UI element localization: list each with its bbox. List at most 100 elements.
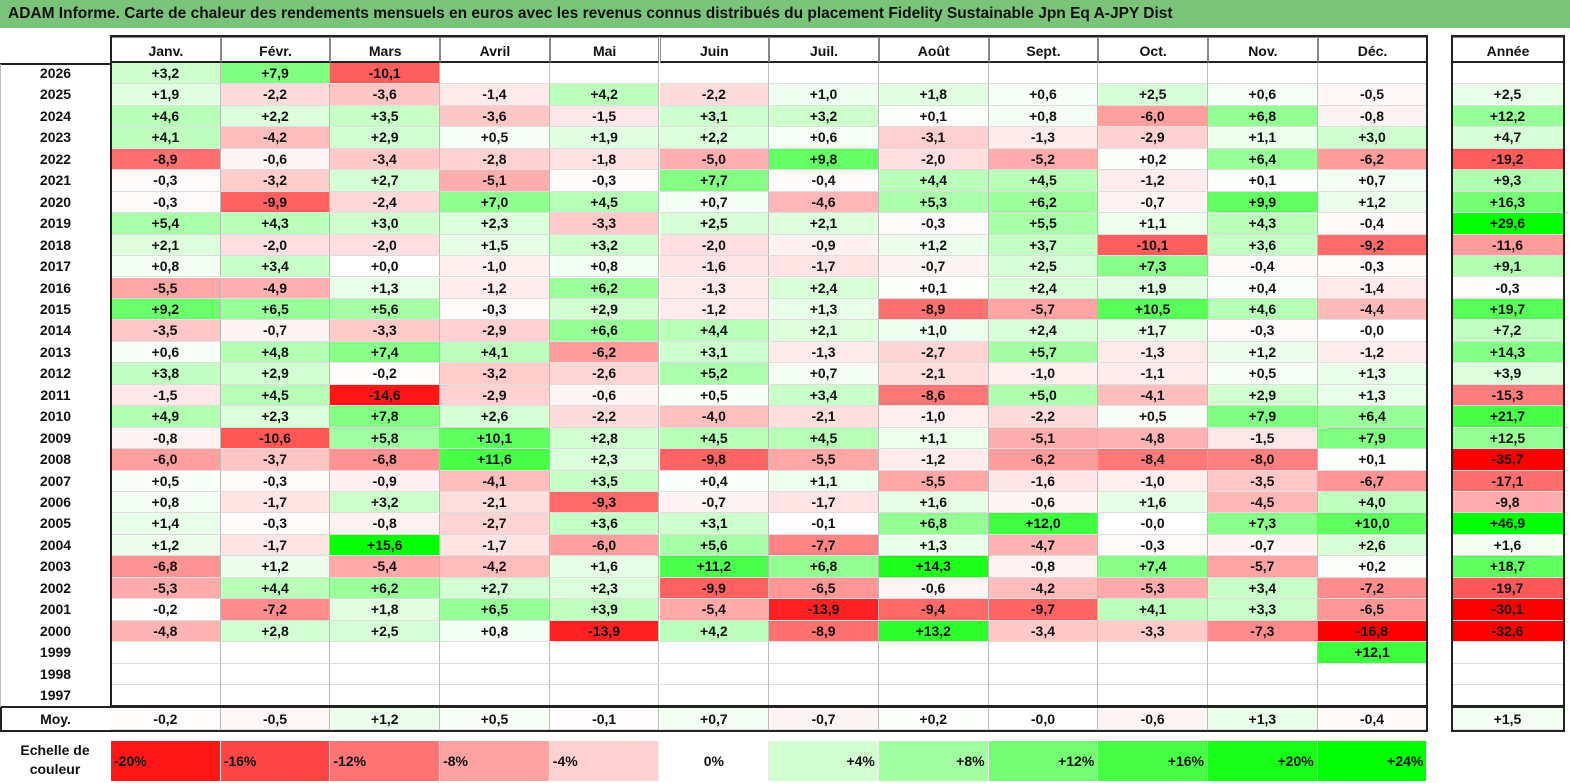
heatmap-cell: +3,0 [330,213,441,235]
heatmap-cell: +4,1 [1098,599,1208,621]
month-header: Juil. [769,37,879,63]
heatmap-cell: -10,1 [1098,234,1208,257]
heatmap-cell: -2,2 [988,406,1099,428]
annual-cell: -15,3 [1452,384,1564,407]
heatmap-cell: -13,9 [769,599,879,621]
heatmap-cell: -5,3 [111,577,221,600]
heatmap-cell: -0,0 [1317,320,1428,342]
average-cell: -0,7 [769,708,879,730]
heatmap-cell: -3,6 [330,84,441,106]
heatmap-cell: -2,0 [878,148,989,171]
heatmap-cell: +3,5 [330,105,441,128]
heatmap-cell: -2,2 [549,406,660,428]
heatmap-cell: -6,8 [111,556,221,578]
annual-cell: +9,1 [1452,256,1564,278]
year-label: 2026 [39,65,72,81]
year-label: 2016 [39,279,72,296]
heatmap-cell: +1,1 [1098,213,1208,235]
heatmap-cell: +12,0 [988,513,1099,535]
month-header: Avril [440,37,550,63]
heatmap-cell: -4,2 [988,577,1099,600]
heatmap-cell: -3,3 [330,320,441,342]
heatmap-cell: -2,7 [878,341,989,364]
heatmap-cell [549,663,660,686]
annual-cell: +7,2 [1452,320,1564,342]
heatmap-cell: -5,7 [1208,556,1318,578]
heatmap-cell: +2,8 [549,427,660,450]
heatmap-cell: -0,3 [111,191,221,214]
heatmap-cell: +4,9 [111,406,221,428]
heatmap-cell: -0,3 [1098,534,1208,557]
heatmap-cell: -8,4 [1098,449,1208,471]
year-label: 2015 [39,300,72,317]
heatmap-cell: +2,5 [1098,84,1208,106]
heatmap-cell: +7,4 [330,341,441,364]
heatmap-cell: -5,1 [988,427,1099,450]
year-label: 2017 [39,258,72,275]
heatmap-cell: +0,1 [1317,449,1428,471]
heatmap-cell: -2,1 [440,492,550,514]
heatmap-cell: +6,8 [769,556,879,578]
heatmap-cell: +1,8 [878,84,989,106]
year-label: 2002 [39,579,72,596]
heatmap-cell: -1,8 [549,148,660,171]
heatmap-cell: +0,1 [1208,170,1318,192]
heatmap-cell: -3,7 [220,449,331,471]
heatmap-cell: -4,4 [1317,298,1428,321]
heatmap-cell: -1,2 [878,449,989,471]
heatmap-cell: -6,8 [330,449,441,471]
heatmap-cell: -1,0 [878,406,989,428]
heatmap-cell: -4,2 [220,127,331,149]
heatmap-cell: +3,6 [1208,234,1318,257]
heatmap-cell [1208,63,1318,85]
heatmap-cell: +4,6 [111,105,221,128]
legend-swatch: +20% [1208,741,1318,781]
heatmap-cell: -6,5 [1317,599,1428,621]
heatmap-cell: +0,8 [549,256,660,278]
heatmap-cell: -9,7 [988,599,1099,621]
annual-cell: +21,7 [1452,406,1564,428]
heatmap-cell: +1,2 [220,556,331,578]
annual-cell: -19,7 [1452,577,1564,600]
heatmap-cell: -1,6 [659,256,770,278]
heatmap-cell: +5,7 [988,341,1099,364]
heatmap-cell: -1,5 [111,384,221,407]
heatmap-cell: +6,5 [220,298,331,321]
heatmap-cell: -2,1 [769,406,879,428]
year-label: 2004 [39,536,72,553]
heatmap-cell: +1,2 [1317,191,1428,214]
heatmap-cell: +14,3 [878,556,989,578]
heatmap-cell: +4,6 [1208,298,1318,321]
heatmap-cell: +11,6 [440,449,550,471]
year-label: 2012 [39,365,72,382]
annual-cell [1452,685,1564,707]
heatmap-cell: -1,0 [1098,470,1208,492]
heatmap-cell [1098,63,1208,85]
heatmap-cell: -6,7 [1317,470,1428,492]
heatmap-cell: -9,8 [659,449,770,471]
heatmap-cell: -14,6 [330,384,441,407]
heatmap-cell: +7,4 [1098,556,1208,578]
heatmap-cell [988,685,1099,707]
chart-title: ADAM Informe. Carte de chaleur des rende… [0,0,1570,28]
annual-cell: +9,3 [1452,170,1564,192]
heatmap-cell: +0,7 [659,191,770,214]
heatmap-cell: -0,1 [769,513,879,535]
heatmap-cell [1317,685,1428,707]
legend-swatch: -4% [549,741,660,781]
heatmap-cell: -4,7 [988,534,1099,557]
heatmap-cell: -7,2 [220,599,331,621]
heatmap-cell: +2,4 [769,277,879,299]
heatmap-cell: +2,2 [220,105,331,128]
heatmap-cell: +6,8 [1208,105,1318,128]
heatmap-cell: -9,9 [659,577,770,600]
heatmap-cell: -5,4 [659,599,770,621]
heatmap-cell: -1,1 [1098,363,1208,385]
heatmap-cell: +1,1 [769,470,879,492]
heatmap-cell: +0,2 [1317,556,1428,578]
heatmap-cell [1098,663,1208,686]
heatmap-cell: +3,1 [659,105,770,128]
heatmap-cell: -6,5 [769,577,879,600]
heatmap-cell: -2,0 [659,234,770,257]
year-label: 2010 [39,408,72,425]
